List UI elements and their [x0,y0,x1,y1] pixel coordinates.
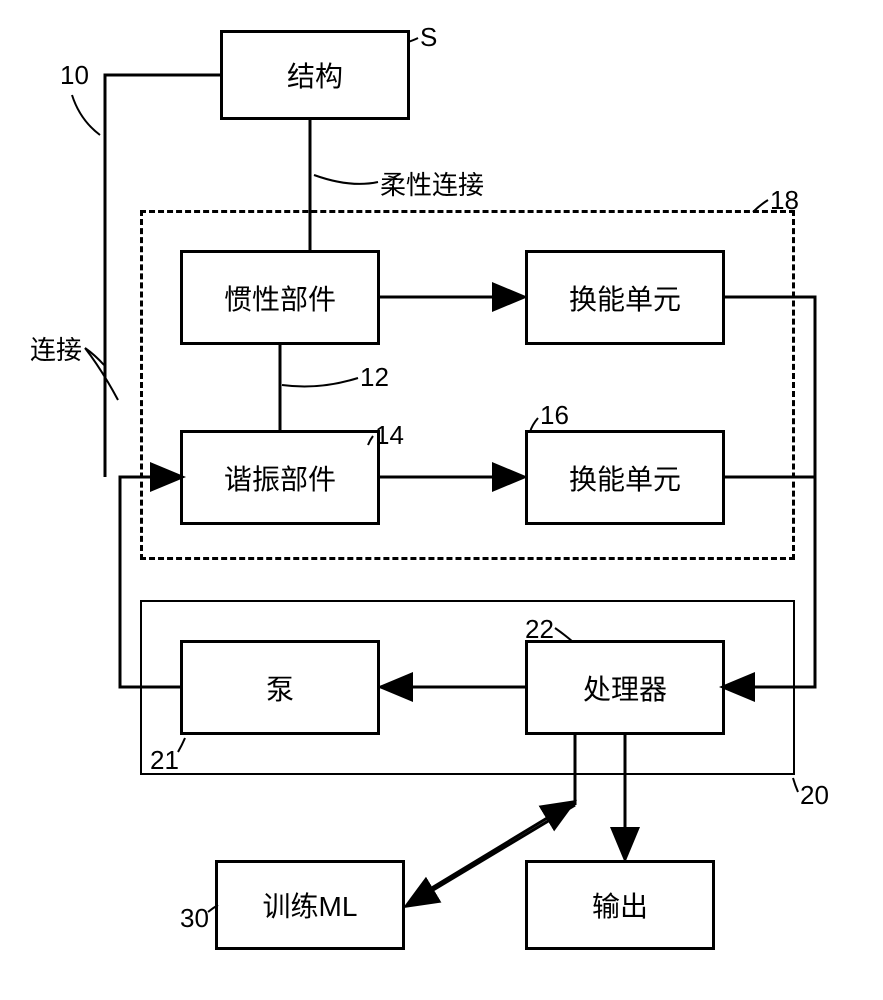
node-structure-label: 结构 [287,55,343,95]
node-processor: 处理器 [525,640,725,735]
label-16: 16 [540,400,569,431]
node-structure: 结构 [220,30,410,120]
label-10: 10 [60,60,89,91]
node-processor-label: 处理器 [583,668,667,708]
label-flex: 柔性连接 [380,165,484,202]
label-14: 14 [375,420,404,451]
node-resonant-label: 谐振部件 [224,458,336,498]
node-resonant: 谐振部件 [180,430,380,525]
label-21: 21 [150,745,179,776]
label-S: S [420,22,437,53]
label-conn: 连接 [30,330,82,367]
node-transducer1: 换能单元 [525,250,725,345]
node-pump: 泵 [180,640,380,735]
diagram-canvas: 结构 惯性部件 谐振部件 换能单元 换能单元 泵 处理器 训练ML 输出 S 1… [0,0,883,1000]
node-transducer2-label: 换能单元 [569,458,681,498]
label-20: 20 [800,780,829,811]
label-12: 12 [360,362,389,393]
label-30: 30 [180,903,209,934]
node-inertial: 惯性部件 [180,250,380,345]
node-trainml-label: 训练ML [263,885,358,925]
node-inertial-label: 惯性部件 [224,278,336,318]
node-output: 输出 [525,860,715,950]
node-transducer2: 换能单元 [525,430,725,525]
label-22: 22 [525,614,554,645]
node-transducer1-label: 换能单元 [569,278,681,318]
node-pump-label: 泵 [266,668,294,708]
label-18: 18 [770,185,799,216]
node-trainml: 训练ML [215,860,405,950]
node-output-label: 输出 [592,885,648,925]
